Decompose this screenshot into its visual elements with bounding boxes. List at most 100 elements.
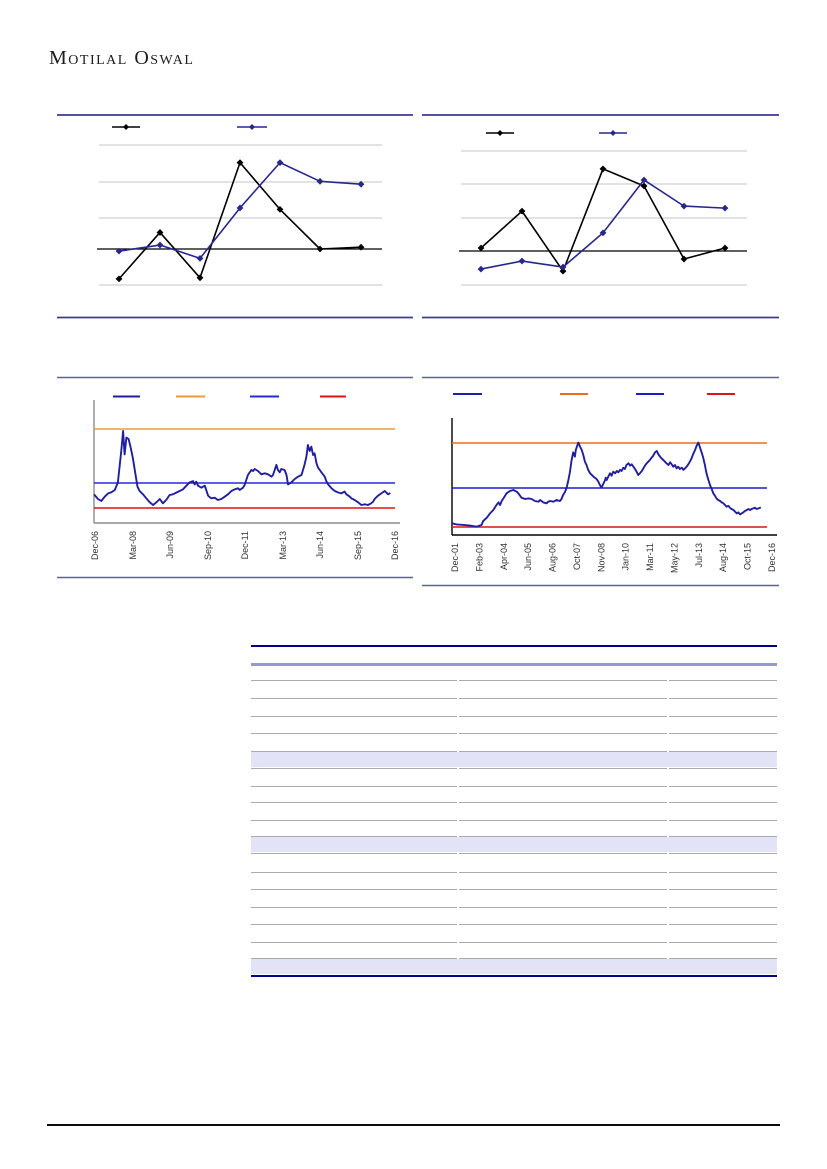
chart-bottom_right: Dec-01 Feb-03 Apr-04 Jun-05 Aug-06 Oct-07 Nov-… bbox=[422, 376, 779, 587]
x-tick-label: Dec-11 bbox=[240, 531, 250, 559]
table-header-rule bbox=[251, 663, 777, 666]
table-separator bbox=[251, 716, 457, 717]
table-separator bbox=[669, 768, 777, 769]
table-separator bbox=[669, 907, 777, 908]
x-tick-label: Sep-10 bbox=[203, 531, 213, 560]
chart-top_right bbox=[422, 114, 779, 319]
table-separator bbox=[251, 907, 457, 908]
diamond-marker bbox=[721, 244, 729, 252]
table-separator bbox=[459, 733, 667, 734]
diamond-marker bbox=[276, 206, 284, 213]
table-separator bbox=[251, 698, 457, 699]
diamond-marker bbox=[518, 207, 526, 215]
table-separator bbox=[251, 924, 457, 925]
table-separator bbox=[669, 802, 777, 803]
table-separator bbox=[251, 751, 457, 752]
series-black-series bbox=[118, 161, 362, 280]
diamond-marker bbox=[236, 159, 244, 166]
table-separator bbox=[669, 733, 777, 734]
table-separator bbox=[669, 853, 777, 854]
table-separator bbox=[459, 872, 667, 873]
diamond-marker bbox=[249, 124, 255, 130]
chart-top_left bbox=[57, 114, 413, 319]
table-separator bbox=[669, 716, 777, 717]
diamond-marker bbox=[357, 180, 365, 188]
table-separator bbox=[459, 942, 667, 943]
x-tick-label: Jun-09 bbox=[165, 531, 175, 559]
diamond-marker bbox=[123, 124, 129, 130]
diamond-marker bbox=[316, 177, 324, 185]
table-separator bbox=[251, 958, 457, 959]
table-separator bbox=[669, 942, 777, 943]
table-separator bbox=[669, 751, 777, 752]
diamond-marker bbox=[640, 176, 648, 184]
table-separator bbox=[251, 889, 457, 890]
table-separator bbox=[251, 820, 457, 821]
diamond-marker bbox=[316, 245, 324, 253]
table-separator bbox=[669, 836, 777, 837]
diamond-marker bbox=[477, 244, 485, 252]
diamond-marker bbox=[680, 202, 688, 210]
x-tick-label: Sep-15 bbox=[353, 531, 363, 560]
diamond-marker bbox=[196, 274, 204, 282]
diamond-marker bbox=[156, 241, 164, 249]
diamond-marker bbox=[721, 204, 729, 212]
x-tick-label: Mar-11 bbox=[645, 543, 655, 571]
x-tick-label: May-12 bbox=[670, 543, 680, 573]
x-tick-label: Dec-06 bbox=[90, 531, 100, 560]
x-tick-label: Dec-16 bbox=[767, 543, 777, 572]
table-top-border bbox=[251, 645, 777, 647]
table-separator bbox=[459, 889, 667, 890]
table-separator bbox=[251, 836, 457, 837]
table-row-shaded bbox=[251, 959, 777, 974]
x-tick-label: Jun-14 bbox=[315, 531, 325, 559]
table-row-shaded bbox=[251, 752, 777, 767]
table-separator bbox=[251, 733, 457, 734]
x-tick-label: Apr-04 bbox=[499, 543, 509, 570]
table-row-shaded bbox=[251, 837, 777, 852]
x-tick-label: Mar-13 bbox=[278, 531, 288, 560]
diamond-marker bbox=[477, 265, 485, 273]
motilal-oswal-logo: Motilal Oswal bbox=[49, 47, 195, 69]
x-tick-label: Dec-01 bbox=[450, 543, 460, 572]
series-navy-series bbox=[480, 179, 726, 270]
x-tick-label: Aug-06 bbox=[548, 543, 558, 572]
table-separator bbox=[251, 802, 457, 803]
table-separator bbox=[459, 853, 667, 854]
diamond-marker bbox=[610, 130, 616, 136]
diamond-marker bbox=[115, 275, 123, 283]
footer-rule bbox=[47, 1124, 780, 1126]
table-separator bbox=[459, 802, 667, 803]
table-separator bbox=[669, 820, 777, 821]
x-tick-label: Dec-16 bbox=[390, 531, 400, 560]
table-separator bbox=[251, 768, 457, 769]
table-separator bbox=[669, 958, 777, 959]
diamond-marker bbox=[559, 267, 567, 275]
table-separator bbox=[251, 786, 457, 787]
x-tick-label: Nov-08 bbox=[596, 543, 606, 572]
diamond-marker bbox=[357, 243, 365, 251]
table-separator bbox=[459, 716, 667, 717]
diamond-marker bbox=[559, 263, 567, 271]
band-series bbox=[93, 430, 391, 506]
x-tick-label: Jul-13 bbox=[694, 543, 704, 568]
x-tick-label: Jan-10 bbox=[621, 543, 631, 571]
diamond-marker bbox=[497, 130, 503, 136]
diamond-marker bbox=[276, 159, 284, 166]
table-separator bbox=[251, 872, 457, 873]
table-separator bbox=[251, 942, 457, 943]
x-tick-label: Jun-05 bbox=[523, 543, 533, 571]
diamond-marker bbox=[640, 182, 648, 190]
x-tick-label: Oct-07 bbox=[572, 543, 582, 570]
table-separator bbox=[669, 786, 777, 787]
band-series bbox=[451, 441, 762, 528]
diamond-marker bbox=[518, 257, 526, 265]
diamond-marker bbox=[680, 255, 688, 263]
table-separator bbox=[669, 924, 777, 925]
table-separator bbox=[459, 751, 667, 752]
table-separator bbox=[251, 680, 457, 681]
table-separator bbox=[459, 958, 667, 959]
diamond-marker bbox=[196, 254, 204, 262]
table-bottom-border bbox=[251, 975, 777, 977]
